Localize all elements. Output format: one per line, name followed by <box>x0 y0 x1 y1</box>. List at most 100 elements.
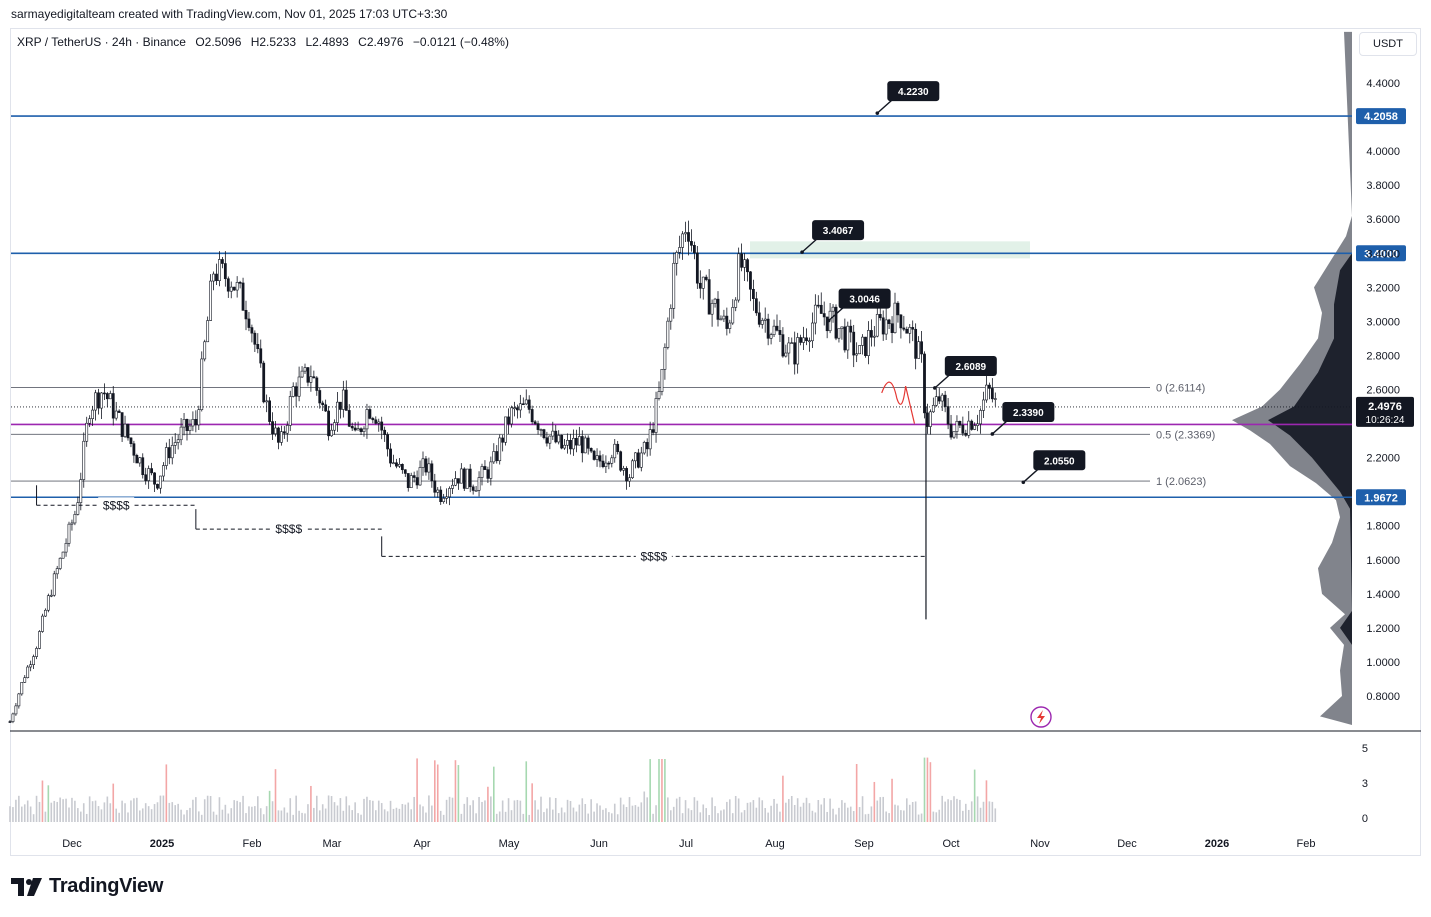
candle-body <box>934 396 938 406</box>
volume-bar <box>923 757 926 822</box>
volume-bar <box>316 795 318 822</box>
volume-bar <box>65 798 67 822</box>
currency-unit-button[interactable]: USDT <box>1359 32 1417 56</box>
volume-bar <box>354 802 356 822</box>
volume-bar <box>124 803 126 822</box>
candle-body <box>371 418 375 421</box>
candle-body <box>58 557 62 569</box>
volume-bar <box>602 809 604 822</box>
volume-bar <box>510 810 513 822</box>
candle-body <box>439 489 443 502</box>
candle-body <box>645 442 649 450</box>
volume-bar <box>439 810 442 822</box>
candle-body <box>226 278 230 292</box>
x-axis-tick-label: May <box>499 838 520 850</box>
volume-bar <box>100 809 103 822</box>
candle-body <box>386 434 390 450</box>
candle-body <box>465 468 469 489</box>
volume-bar <box>47 785 50 822</box>
candle-body <box>692 245 696 254</box>
volume-bar <box>956 798 958 822</box>
volume-bar <box>274 769 277 822</box>
candle-body <box>542 429 546 439</box>
volume-bar <box>495 813 498 822</box>
candle-body <box>424 458 428 473</box>
change-value: −0.0121 (−0.48%) <box>412 35 509 49</box>
candle-body <box>743 259 746 268</box>
candle-body <box>256 344 260 350</box>
volume-bar <box>560 807 563 822</box>
candle-body <box>82 440 86 480</box>
candle-body <box>784 352 788 357</box>
volume-bar <box>159 795 162 822</box>
volume-bar <box>631 805 634 822</box>
candle-body <box>551 430 555 437</box>
callout-box[interactable] <box>812 220 865 241</box>
candle-body <box>843 326 847 351</box>
volume-bar <box>41 780 44 822</box>
volume-bar <box>254 806 256 822</box>
volume-bar <box>900 810 902 822</box>
volume-bar <box>976 796 979 822</box>
volume-bar <box>280 810 283 822</box>
candle-body <box>840 326 844 329</box>
candle-body <box>105 393 109 400</box>
candle-body <box>324 404 328 412</box>
price-label-text: 4.2058 <box>1364 111 1398 123</box>
candle-body <box>855 353 859 356</box>
lightning-icon[interactable] <box>1030 706 1052 728</box>
volume-bar <box>383 809 386 822</box>
candle-body <box>374 419 378 424</box>
callout-box[interactable] <box>838 288 891 309</box>
volume-bar <box>94 800 97 822</box>
candle-body <box>899 314 903 329</box>
brand-logo: TradingView <box>11 875 163 898</box>
y-axis-tick-label: 4.0000 <box>1366 146 1400 158</box>
candle-body <box>749 271 752 290</box>
candle-body <box>858 345 862 355</box>
candle-body <box>740 253 744 268</box>
symbol-name[interactable]: XRP / TetherUS · 24h · Binance <box>17 35 186 49</box>
volume-axis-tick-label: 5 <box>1362 743 1368 755</box>
x-axis-tick-label: Jul <box>679 838 693 850</box>
volume-bar <box>861 796 864 822</box>
volume-bar <box>587 813 589 822</box>
callout-box[interactable] <box>887 81 940 102</box>
callout-anchor <box>826 318 831 323</box>
fib-level-label: 0 (2.6114) <box>1156 383 1205 395</box>
candle-body <box>29 664 33 668</box>
volume-bar <box>200 814 203 822</box>
volume-bar <box>198 811 200 822</box>
volume-bar <box>56 801 58 822</box>
volume-bar <box>581 798 584 822</box>
x-axis-tick-label: Apr <box>413 838 430 850</box>
y-axis-tick-label: 1.2000 <box>1366 623 1400 635</box>
y-axis-tick-label: 2.2000 <box>1366 453 1400 465</box>
volume-bar <box>112 783 115 822</box>
candle-body <box>489 461 493 479</box>
volume-bar <box>289 798 292 822</box>
candle-body <box>14 705 18 715</box>
callout-box[interactable] <box>1002 401 1055 422</box>
volume-bar <box>357 813 359 822</box>
candle-body <box>197 409 201 426</box>
candle-body <box>778 330 782 335</box>
y-axis-tick-label: 1.8000 <box>1366 521 1400 533</box>
candle-body <box>734 299 738 308</box>
callout-box[interactable] <box>1033 450 1086 471</box>
volume-bar <box>26 800 29 822</box>
volume-bar <box>212 811 215 822</box>
volume-bar <box>802 802 805 822</box>
volume-bar <box>206 795 209 822</box>
volume-bar <box>245 813 247 822</box>
candle-body <box>622 468 626 471</box>
candle-body <box>403 469 407 474</box>
candle-body <box>259 348 263 364</box>
candle-body <box>536 423 540 430</box>
volume-bar <box>908 804 911 822</box>
candle-body <box>642 442 646 454</box>
volume-bar <box>469 805 471 822</box>
callout-box[interactable] <box>944 355 997 376</box>
candle-body <box>849 325 853 333</box>
